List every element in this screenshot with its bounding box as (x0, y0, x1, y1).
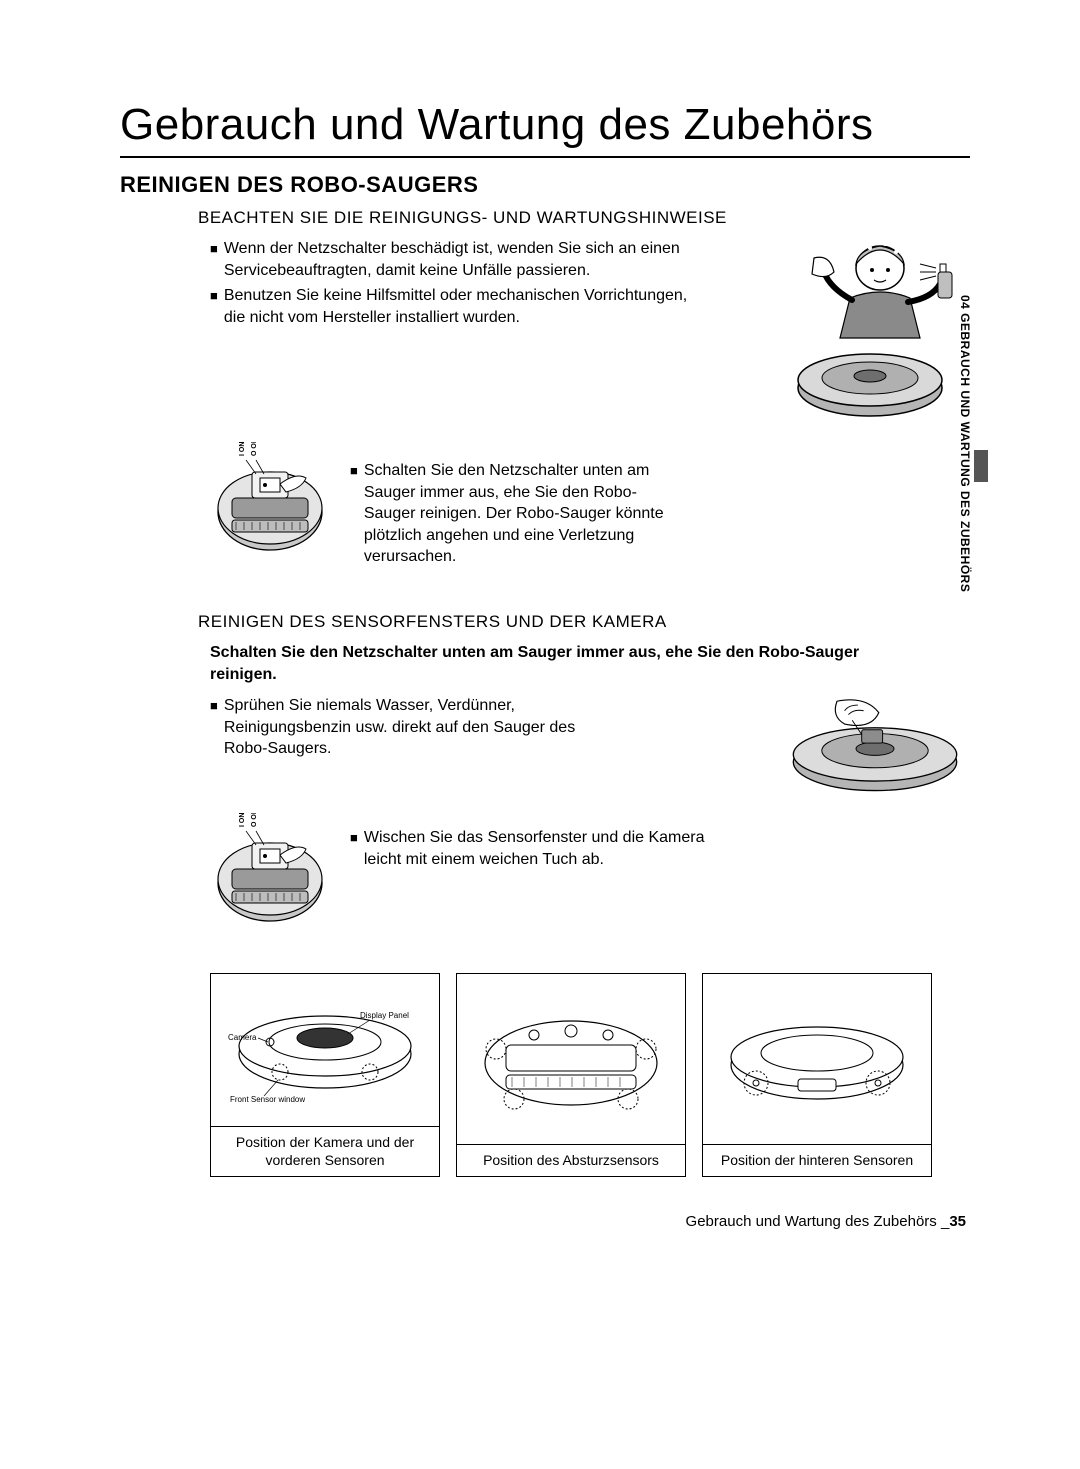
footer-text: Gebrauch und Wartung des Zubehörs _ (686, 1213, 950, 1230)
diagram-1-image: Display Panel Camera Front Sensor window (211, 974, 439, 1126)
page-number: 35 (949, 1213, 966, 1230)
section-title: REINIGEN DES ROBO-SAUGERS (120, 172, 970, 198)
diagram-1-label-front: Front Sensor window (230, 1095, 305, 1104)
bullet-text: Wischen Sie das Sensorfenster und die Ka… (364, 827, 730, 870)
bullet-item: ■ Benutzen Sie keine Hilfsmittel oder me… (210, 285, 690, 328)
illustration-robot-underside: I ON O OFF (210, 442, 330, 562)
side-tab-marker (974, 450, 988, 482)
switch-on-label: I ON (239, 813, 246, 827)
illustration-robot-underside: I ON O OFF (210, 813, 330, 933)
diagram-box-1: Display Panel Camera Front Sensor window… (210, 973, 440, 1176)
bullet-item: ■ Wenn der Netzschalter beschädigt ist, … (210, 238, 690, 281)
page-footer: Gebrauch und Wartung des Zubehörs _35 (120, 1213, 966, 1230)
chapter-title: Gebrauch und Wartung des Zubehörs (120, 100, 970, 158)
subsection-1-title: BEACHTEN SIE DIE REINIGUNGS- UND WARTUNG… (198, 208, 970, 228)
bullet-item: ■ Sprühen Sie niemals Wasser, Verdünner,… (210, 695, 590, 760)
diagram-3-caption: Position der hinteren Sensoren (703, 1144, 931, 1175)
square-bullet-icon: ■ (210, 695, 218, 760)
square-bullet-icon: ■ (350, 827, 358, 870)
bullet-text: Sprühen Sie niemals Wasser, Verdünner, R… (224, 695, 590, 760)
illustration-hand-wiping-robot (780, 689, 970, 799)
bold-warning: Schalten Sie den Netzschalter unten am S… (210, 642, 890, 685)
bullet-item: ■ Schalten Sie den Netzschalter unten am… (350, 460, 680, 568)
bullet-text: Benutzen Sie keine Hilfsmittel oder mech… (224, 285, 690, 328)
diagram-row: Display Panel Camera Front Sensor window… (210, 973, 970, 1176)
bullet-item: ■ Wischen Sie das Sensorfenster und die … (350, 827, 730, 870)
square-bullet-icon: ■ (350, 460, 358, 568)
switch-on-label: I ON (239, 442, 246, 456)
subsection-2-title: REINIGEN DES SENSORFENSTERS UND DER KAME… (198, 612, 970, 632)
diagram-3-image (703, 974, 931, 1144)
diagram-1-caption: Position der Kamera und der vorderen Sen… (211, 1126, 439, 1175)
square-bullet-icon: ■ (210, 285, 218, 328)
switch-off-label: O OFF (251, 442, 258, 456)
diagram-1-label-display: Display Panel (360, 1011, 409, 1020)
diagram-1-label-camera: Camera (228, 1033, 257, 1042)
diagram-2-image (457, 974, 685, 1144)
switch-off-label: O OFF (251, 813, 258, 827)
diagram-box-3: Position der hinteren Sensoren (702, 973, 932, 1176)
bullet-text: Schalten Sie den Netzschalter unten am S… (364, 460, 680, 568)
square-bullet-icon: ■ (210, 238, 218, 281)
bullet-text: Wenn der Netzschalter beschädigt ist, we… (224, 238, 690, 281)
diagram-2-caption: Position des Absturzsensors (457, 1144, 685, 1175)
diagram-box-2: Position des Absturzsensors (456, 973, 686, 1176)
side-tab: 04 GEBRAUCH UND WARTUNG DES ZUBEHÖRS (958, 295, 972, 592)
illustration-person-cleaning (770, 228, 970, 428)
